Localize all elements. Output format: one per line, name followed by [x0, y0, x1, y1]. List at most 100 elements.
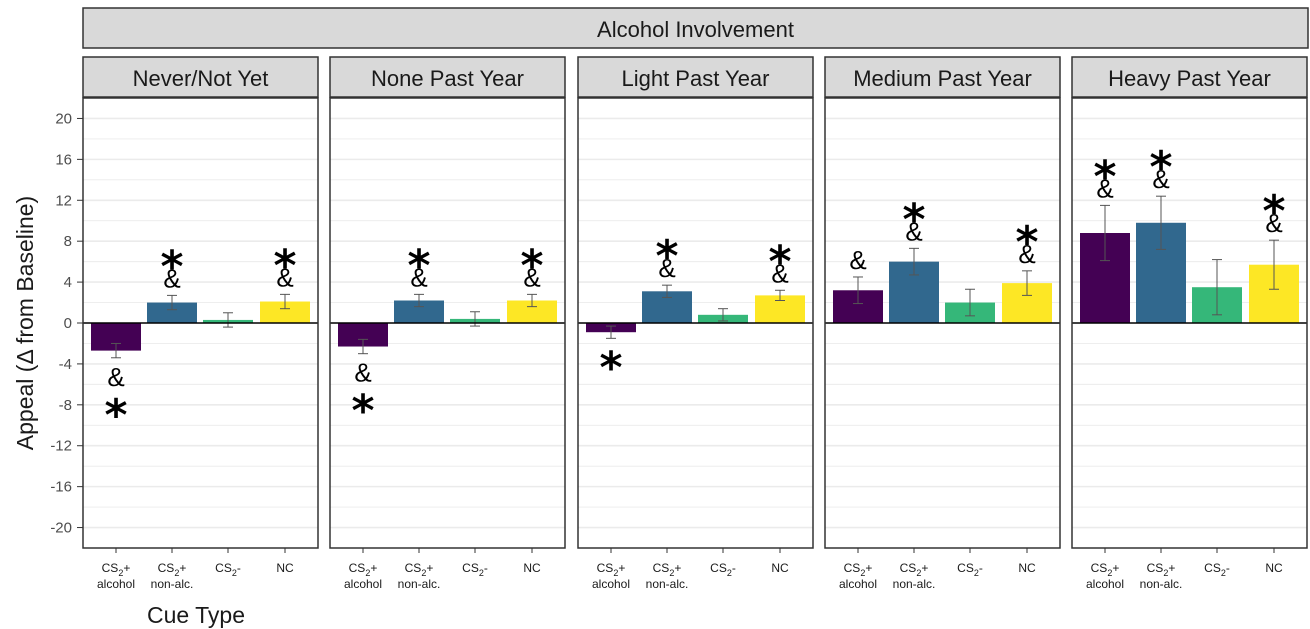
significance-star: *	[1093, 151, 1116, 202]
significance-amp: &	[523, 262, 540, 292]
x-tick-label: CS2+	[653, 561, 682, 578]
significance-amp: &	[905, 216, 922, 246]
x-tick-label-line2: alcohol	[839, 577, 877, 591]
facet-strip: Alcohol Involvement	[82, 7, 1309, 49]
y-tick-label: 12	[55, 192, 72, 209]
x-tick-label-line2: non-alc.	[398, 577, 441, 591]
x-tick-label: CS2+	[1091, 561, 1120, 578]
panel-border	[824, 97, 1061, 549]
y-tick-label: -8	[59, 397, 72, 414]
x-tick-label: CS2+	[1147, 561, 1176, 578]
significance-star: *	[902, 194, 925, 245]
panel-strip	[82, 56, 319, 98]
significance-star: *	[1149, 142, 1172, 193]
x-axis-title: Cue Type	[147, 602, 245, 628]
significance-amp: &	[1265, 208, 1282, 238]
bar	[147, 302, 197, 323]
facet-strip-box	[82, 7, 1309, 49]
significance-star: *	[351, 386, 374, 437]
panel-title: None Past Year	[371, 66, 524, 91]
panel-title: Heavy Past Year	[1108, 66, 1271, 91]
x-tick-label: CS2-	[957, 561, 983, 578]
significance-amp: &	[1152, 164, 1169, 194]
panel-strip	[329, 56, 566, 98]
x-tick-label: CS2+	[349, 561, 378, 578]
x-tick-label: CS2+	[597, 561, 626, 578]
x-tick-label-line2: alcohol	[592, 577, 630, 591]
x-tick-label: CS2+	[900, 561, 929, 578]
significance-star: *	[273, 240, 296, 291]
y-axis-title: Appeal (Δ from Baseline)	[12, 196, 38, 450]
y-tick-label: 0	[64, 315, 72, 332]
x-tick-label: CS2+	[158, 561, 187, 578]
x-tick-label: CS2+	[102, 561, 131, 578]
y-tick-label: 8	[64, 233, 72, 250]
x-tick-label: NC	[1018, 561, 1036, 575]
y-axis: 20 16 12 8 4 0 -4 -8 -12 -16 -20	[50, 110, 83, 537]
panel-title: Never/Not Yet	[133, 66, 269, 91]
x-tick-label: CS2-	[462, 561, 488, 578]
significance-star: *	[160, 241, 183, 292]
y-tick-label: -16	[50, 479, 72, 496]
panel-strip	[577, 56, 814, 98]
y-tick-label: 20	[55, 110, 72, 127]
panel-strip	[824, 56, 1061, 98]
x-tick-label: CS2-	[1204, 561, 1230, 578]
y-tick-label: -12	[50, 438, 72, 455]
bar	[260, 301, 310, 323]
significance-amp: &	[771, 258, 788, 288]
significance-star: *	[104, 390, 127, 441]
panel-border	[329, 97, 566, 549]
panel-2: Light Past Year*&* &*CS2+alcoholCS2+non-a…	[577, 56, 814, 591]
panel-0: Never/Not Yet&*&* &*CS2+alcoholCS2+non-al…	[82, 56, 319, 591]
x-tick-label-line2: alcohol	[97, 577, 135, 591]
x-tick-label: CS2-	[710, 561, 736, 578]
panel-border	[1071, 97, 1308, 549]
y-tick-label: -20	[50, 520, 72, 537]
bar	[338, 323, 388, 347]
x-tick-label: CS2+	[405, 561, 434, 578]
significance-star: *	[655, 231, 678, 282]
significance-amp: &	[354, 358, 371, 388]
x-tick-label-line2: non-alc.	[893, 577, 936, 591]
panel-title: Light Past Year	[621, 66, 769, 91]
x-tick-label-line2: non-alc.	[151, 577, 194, 591]
x-tick-label: CS2-	[215, 561, 241, 578]
x-tick-label-line2: non-alc.	[1140, 577, 1183, 591]
x-tick-label: CS2+	[844, 561, 873, 578]
panel-title: Medium Past Year	[853, 66, 1032, 91]
significance-star: *	[1262, 186, 1285, 237]
x-tick-label: NC	[523, 561, 541, 575]
y-tick-label: 4	[64, 274, 72, 291]
significance-star: *	[1015, 217, 1038, 268]
y-tick-label: -4	[59, 356, 72, 373]
significance-amp: &	[1096, 173, 1113, 203]
x-tick-label-line2: alcohol	[1086, 577, 1124, 591]
significance-amp: &	[163, 263, 180, 293]
significance-amp: &	[1018, 239, 1035, 269]
significance-star: *	[407, 240, 430, 291]
x-tick-label: NC	[1265, 561, 1283, 575]
panel-3: Medium Past Year&&*&*CS2+alcoholCS2+non-…	[824, 56, 1061, 591]
x-tick-label: NC	[276, 561, 294, 575]
x-tick-label-line2: alcohol	[344, 577, 382, 591]
bar	[507, 300, 557, 323]
x-tick-label-line2: non-alc.	[646, 577, 689, 591]
significance-amp: &	[849, 245, 866, 275]
panel-1: None Past Year&*&* &*CS2+alcoholCS2+non-a…	[329, 56, 566, 591]
facet-strip-title: Alcohol Involvement	[597, 17, 794, 42]
panel-border	[577, 97, 814, 549]
panels-layer: Never/Not Yet&*&* &*CS2+alcoholCS2+non-al…	[82, 56, 1308, 591]
x-tick-label: NC	[771, 561, 789, 575]
panel-strip	[1071, 56, 1308, 98]
panel-4: Heavy Past Year&* &*&*CS2+alcoholCS2+non-…	[1071, 56, 1308, 591]
significance-amp: &	[658, 253, 675, 283]
significance-amp: &	[276, 262, 293, 292]
y-tick-label: 16	[55, 151, 72, 168]
significance-star: *	[599, 342, 622, 393]
significance-amp: &	[107, 362, 124, 392]
significance-star: *	[768, 236, 791, 287]
bar	[394, 300, 444, 323]
significance-star: *	[520, 240, 543, 291]
